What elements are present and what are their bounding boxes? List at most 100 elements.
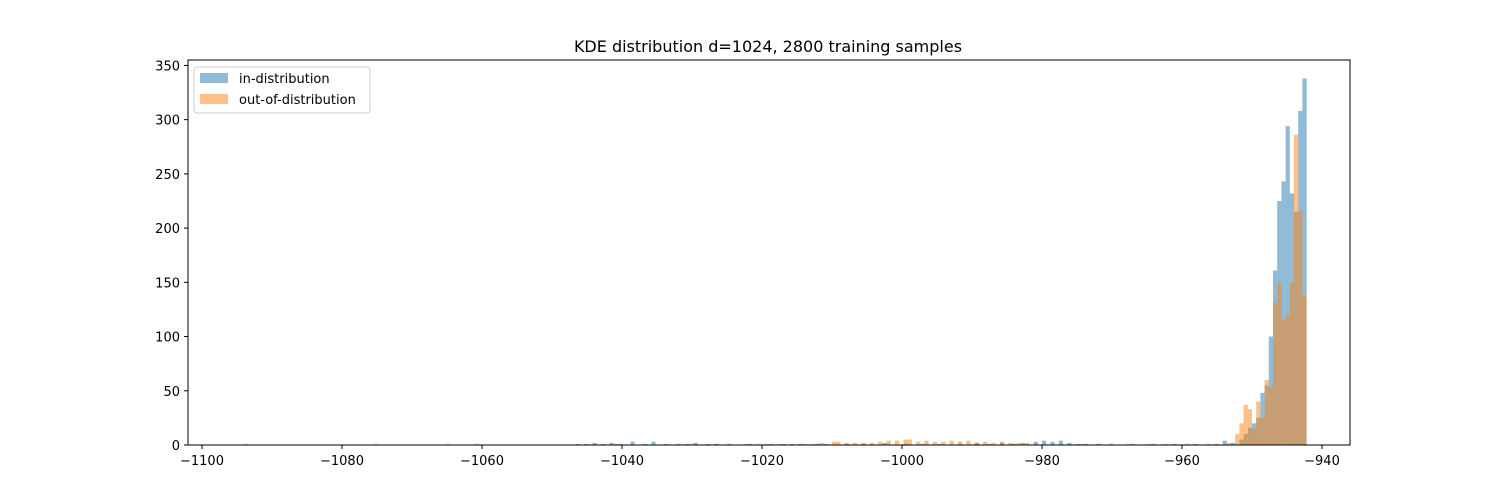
bar-in-10 bbox=[676, 443, 681, 445]
bar-out-65 bbox=[1302, 295, 1307, 445]
bar-out-6 bbox=[714, 443, 719, 445]
bar-in-25 bbox=[882, 442, 887, 445]
bar-out-46 bbox=[1184, 443, 1189, 445]
bar-in-7 bbox=[643, 443, 648, 445]
bar-out-54 bbox=[1256, 401, 1261, 445]
bar-out-27 bbox=[932, 441, 937, 445]
bar-out-52 bbox=[1247, 409, 1252, 445]
bar-out-62 bbox=[1289, 282, 1294, 445]
bar-in-41 bbox=[1084, 443, 1089, 445]
bar-out-45 bbox=[1163, 443, 1168, 445]
bar-in-2 bbox=[592, 442, 597, 445]
bar-in-16 bbox=[748, 443, 753, 445]
bar-in-15 bbox=[727, 443, 732, 445]
bar-out-0 bbox=[244, 443, 249, 445]
x-tick-label-4: −1020 bbox=[740, 454, 784, 469]
bar-out-4 bbox=[613, 443, 618, 445]
legend-box bbox=[193, 66, 371, 114]
bar-out-9 bbox=[764, 443, 769, 445]
bar-in-34 bbox=[1021, 442, 1026, 445]
bar-out-60 bbox=[1281, 320, 1286, 445]
plot-frame bbox=[187, 59, 1351, 446]
bar-out-18 bbox=[861, 442, 866, 445]
y-tick-label-0: 0 bbox=[172, 439, 180, 454]
legend-swatch-in-distribution bbox=[200, 73, 228, 83]
bar-out-50 bbox=[1239, 423, 1244, 445]
y-tick-label-1: 50 bbox=[163, 385, 180, 400]
bar-out-35 bbox=[1000, 441, 1005, 445]
bar-in-9 bbox=[664, 443, 669, 445]
bar-out-57 bbox=[1268, 387, 1273, 445]
bar-out-63 bbox=[1294, 134, 1299, 445]
y-tick-label-6: 300 bbox=[155, 114, 180, 129]
y-axis: 0 50 100 150 200 250 300 350 bbox=[155, 59, 188, 454]
bar-in-6 bbox=[630, 441, 635, 445]
bar-in-8 bbox=[651, 441, 656, 445]
bar-in-43 bbox=[1109, 443, 1114, 445]
x-axis: −1100 −1080 −1060 −1040 −1020 −1000 −980 −960 −9… bbox=[180, 445, 1340, 469]
bar-out-12 bbox=[811, 443, 816, 445]
bar-in-50 bbox=[1231, 442, 1236, 445]
bar-out-5 bbox=[689, 443, 694, 445]
bar-out-41 bbox=[1079, 443, 1084, 445]
bar-in-33 bbox=[1012, 443, 1017, 445]
bar-out-40 bbox=[1058, 443, 1063, 445]
bar-out-32 bbox=[974, 442, 979, 445]
bar-out-59 bbox=[1277, 282, 1282, 445]
bar-out-21 bbox=[886, 440, 891, 445]
bar-out-17 bbox=[853, 442, 858, 445]
bar-out-37 bbox=[1016, 442, 1021, 445]
x-tick-label-8: −940 bbox=[1304, 454, 1340, 469]
x-tick-label-2: −1060 bbox=[460, 454, 504, 469]
bar-out-26 bbox=[924, 440, 929, 445]
chart-title: KDE distribution d=1024, 2800 training s… bbox=[574, 37, 962, 56]
bar-in-35 bbox=[1033, 441, 1038, 445]
bar-in-21 bbox=[815, 443, 820, 445]
x-tick-label-3: −1040 bbox=[600, 454, 644, 469]
bar-out-47 bbox=[1205, 443, 1210, 445]
bar-out-48 bbox=[1226, 442, 1231, 445]
bar-in-19 bbox=[790, 443, 795, 445]
bar-in-31 bbox=[987, 443, 992, 445]
bar-in-0 bbox=[575, 443, 580, 445]
bar-out-8 bbox=[756, 443, 761, 445]
y-tick-label-2: 100 bbox=[155, 331, 180, 346]
bar-out-14 bbox=[832, 441, 837, 445]
bar-in-44 bbox=[1130, 443, 1135, 445]
bar-in-20 bbox=[798, 443, 803, 445]
bar-out-7 bbox=[743, 443, 748, 445]
x-tick-label-7: −960 bbox=[1164, 454, 1200, 469]
bar-out-3 bbox=[475, 443, 480, 445]
bar-in-4 bbox=[609, 442, 614, 445]
bar-out-53 bbox=[1252, 428, 1257, 445]
x-tick-label-1: −1080 bbox=[320, 454, 364, 469]
bar-out-39 bbox=[1033, 443, 1038, 445]
legend: in-distribution out-of-distribution bbox=[193, 66, 371, 114]
bar-in-36 bbox=[1042, 440, 1047, 445]
bar-out-28 bbox=[941, 441, 946, 445]
y-tick-label-4: 200 bbox=[155, 222, 180, 237]
bar-in-13 bbox=[706, 443, 711, 445]
bar-out-13 bbox=[819, 442, 824, 445]
bar-out-55 bbox=[1260, 417, 1265, 445]
bar-in-46 bbox=[1172, 443, 1177, 445]
bar-out-51 bbox=[1243, 404, 1248, 445]
bar-out-30 bbox=[958, 441, 963, 445]
bar-in-27 bbox=[920, 443, 925, 445]
bar-in-22 bbox=[823, 443, 828, 445]
bar-in-5 bbox=[617, 443, 622, 445]
legend-swatch-out-of-distribution bbox=[200, 94, 228, 104]
bar-out-49 bbox=[1235, 434, 1240, 445]
x-tick-label-6: −980 bbox=[1024, 454, 1060, 469]
bar-out-42 bbox=[1096, 443, 1101, 445]
bars-layer bbox=[244, 78, 1307, 446]
bar-out-15 bbox=[836, 441, 841, 445]
y-tick-label-3: 150 bbox=[155, 276, 180, 291]
bar-in-40 bbox=[1075, 443, 1080, 445]
bar-in-47 bbox=[1193, 443, 1198, 445]
legend-label-out-of-distribution: out-of-distribution bbox=[239, 93, 356, 108]
x-tick-label-5: −1000 bbox=[880, 454, 924, 469]
bar-in-49 bbox=[1222, 440, 1227, 445]
bar-out-44 bbox=[1147, 443, 1152, 445]
